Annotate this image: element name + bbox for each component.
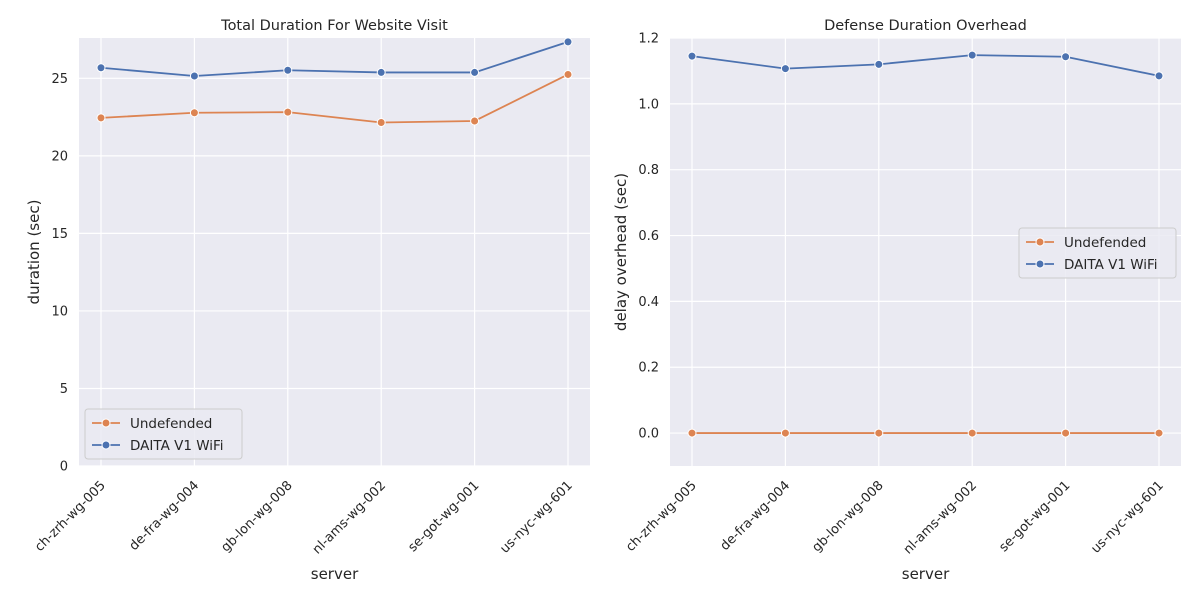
- plot-area: [79, 38, 590, 466]
- legend-marker: [1035, 237, 1045, 247]
- x-tick-label: nl-ams-wg-002: [310, 478, 389, 557]
- legend-marker: [101, 418, 111, 428]
- chart-total-duration: 0 5 10 15 20 25 ch-zrh-wg-005 de-fra-wg-004 gb-…: [25, 18, 590, 583]
- data-point: [874, 59, 884, 69]
- legend-label: Undefended: [1064, 235, 1146, 251]
- y-tick-label: 0.2: [638, 361, 659, 376]
- data-point: [687, 51, 697, 61]
- legend-marker: [101, 440, 111, 450]
- data-point: [283, 107, 293, 117]
- x-tick-label: us-nyc-wg-601: [1088, 478, 1166, 556]
- data-point: [780, 428, 790, 438]
- x-tick-label: us-nyc-wg-601: [497, 478, 575, 556]
- data-point: [376, 118, 386, 128]
- data-point: [967, 50, 977, 60]
- chart-title: Total Duration For Website Visit: [220, 18, 448, 34]
- chart-defense-overhead: 0.0 0.2 0.4 0.6 0.8 1.0 1.2 ch-zrh-wg-005 de-fr…: [612, 18, 1181, 583]
- y-tick-label: 25: [51, 72, 68, 87]
- data-point: [967, 428, 977, 438]
- y-tick-label: 10: [51, 304, 68, 319]
- data-point: [1061, 428, 1071, 438]
- data-point: [687, 428, 697, 438]
- x-tick-labels: ch-zrh-wg-005 de-fra-wg-004 gb-lon-wg-008 n…: [32, 478, 576, 557]
- x-tick-label: se-got-wg-001: [405, 478, 482, 555]
- x-tick-label: de-fra-wg-004: [127, 478, 203, 554]
- data-point: [874, 428, 884, 438]
- y-tick-label: 0.0: [638, 427, 659, 442]
- y-axis-label: duration (sec): [25, 200, 43, 305]
- y-tick-label: 0: [60, 460, 68, 475]
- y-tick-label: 0.8: [638, 163, 659, 178]
- data-point: [1154, 428, 1164, 438]
- x-tick-labels: ch-zrh-wg-005 de-fra-wg-004 gb-lon-wg-008 n…: [623, 478, 1167, 557]
- series-layer: [96, 37, 573, 128]
- data-point: [563, 37, 573, 47]
- series-line: [691, 54, 1160, 77]
- y-tick-label: 20: [51, 149, 68, 164]
- y-tick-labels: 0 5 10 15 20 25: [51, 72, 68, 475]
- legend-marker: [1035, 259, 1045, 269]
- legend-frame: [1018, 227, 1177, 279]
- x-tick-label: de-fra-wg-004: [718, 478, 794, 554]
- series-layer: [687, 50, 1164, 438]
- x-axis-label: server: [902, 565, 950, 583]
- data-point: [1061, 52, 1071, 62]
- series-line: [100, 41, 569, 77]
- y-tick-label: 0.4: [638, 295, 659, 310]
- series-line: [100, 73, 569, 124]
- data-point: [283, 65, 293, 75]
- chart-title: Defense Duration Overhead: [824, 18, 1027, 34]
- x-tick-label: se-got-wg-001: [996, 478, 1073, 555]
- y-tick-label: 1.2: [638, 32, 659, 47]
- data-point: [376, 67, 386, 77]
- y-tick-label: 1.0: [638, 97, 659, 112]
- legend-frame: [84, 408, 243, 460]
- x-tick-label: ch-zrh-wg-005: [623, 478, 700, 555]
- legend-label: Undefended: [130, 416, 212, 432]
- x-tick-label: gb-lon-wg-008: [218, 478, 295, 555]
- y-axis-label: delay overhead (sec): [612, 173, 630, 331]
- y-tick-label: 15: [51, 227, 68, 242]
- data-point: [96, 113, 106, 123]
- x-tick-label: nl-ams-wg-002: [901, 478, 980, 557]
- legend-label: DAITA V1 WiFi: [130, 438, 224, 454]
- data-point: [189, 71, 199, 81]
- x-axis-label: server: [311, 565, 359, 583]
- y-tick-label: 0.6: [638, 229, 659, 244]
- data-point: [563, 69, 573, 79]
- x-tick-label: gb-lon-wg-008: [809, 478, 886, 555]
- data-point: [96, 63, 106, 73]
- legend: Undefended DAITA V1 WiFi: [84, 408, 243, 460]
- data-point: [780, 64, 790, 74]
- legend-label: DAITA V1 WiFi: [1064, 257, 1158, 273]
- y-tick-labels: 0.0 0.2 0.4 0.6 0.8 1.0 1.2: [638, 32, 659, 442]
- y-tick-label: 5: [60, 382, 68, 397]
- legend: Undefended DAITA V1 WiFi: [1018, 227, 1177, 279]
- data-point: [1154, 71, 1164, 81]
- data-point: [470, 116, 480, 126]
- data-point: [470, 67, 480, 77]
- x-tick-label: ch-zrh-wg-005: [32, 478, 109, 555]
- data-point: [189, 108, 199, 118]
